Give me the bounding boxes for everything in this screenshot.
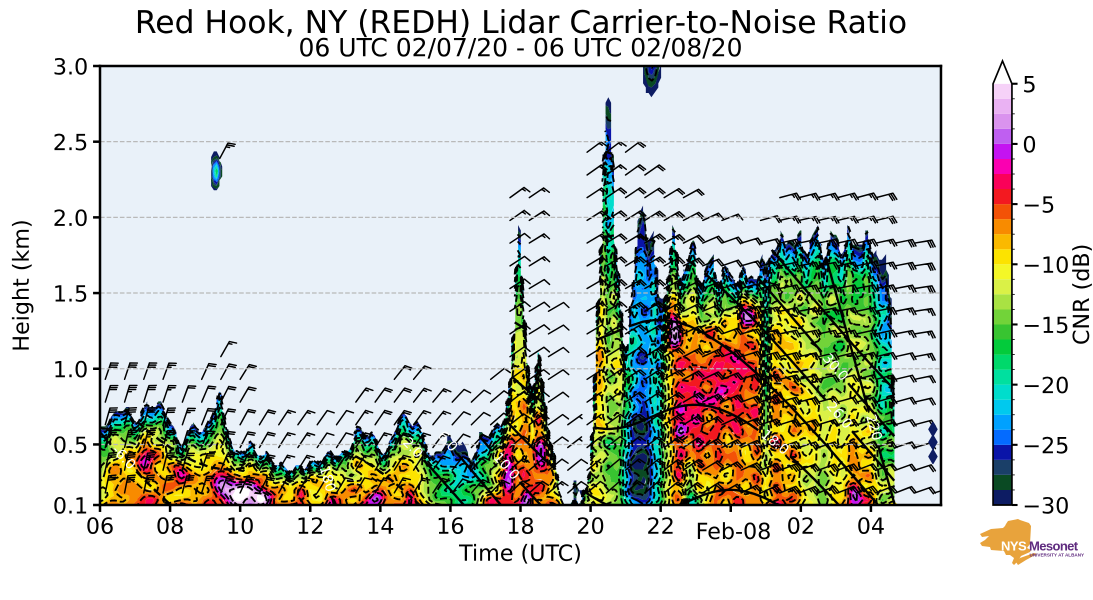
svg-text:UNIVERSITY AT ALBANY: UNIVERSITY AT ALBANY: [1030, 553, 1085, 558]
svg-text:Mesonet: Mesonet: [1029, 539, 1079, 554]
svg-text:NYS: NYS: [1001, 539, 1027, 554]
